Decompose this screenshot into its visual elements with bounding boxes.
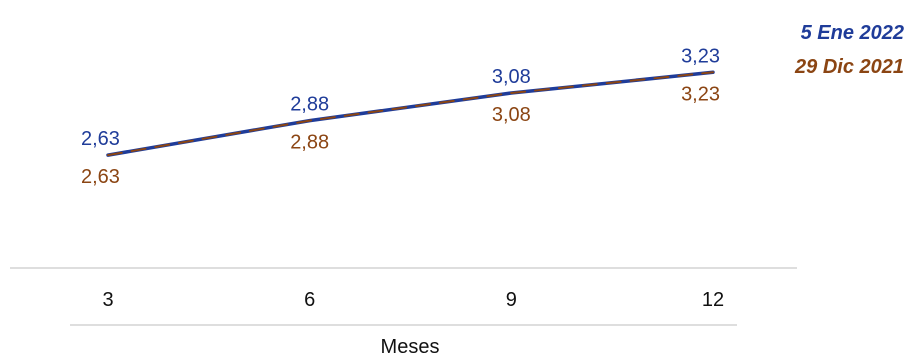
data-label: 2,88 [290,132,329,154]
legend-entry: 29 Dic 2021 [794,56,904,78]
x-tick-label: 12 [702,289,724,311]
data-label: 3,08 [492,66,531,88]
data-label: 2,63 [81,128,120,150]
x-tick-label: 9 [506,289,517,311]
series-line [107,71,714,157]
data-label: 3,23 [681,83,720,105]
x-tick-label: 6 [304,289,315,311]
data-label: 2,63 [81,166,120,188]
data-label: 3,08 [492,104,531,126]
data-label: 2,88 [290,94,329,116]
series-line [106,70,715,157]
data-label: 3,23 [681,45,720,67]
x-axis-title: Meses [381,336,440,358]
legend-entry: 5 Ene 2022 [801,22,904,44]
x-tick-label: 3 [102,289,113,311]
